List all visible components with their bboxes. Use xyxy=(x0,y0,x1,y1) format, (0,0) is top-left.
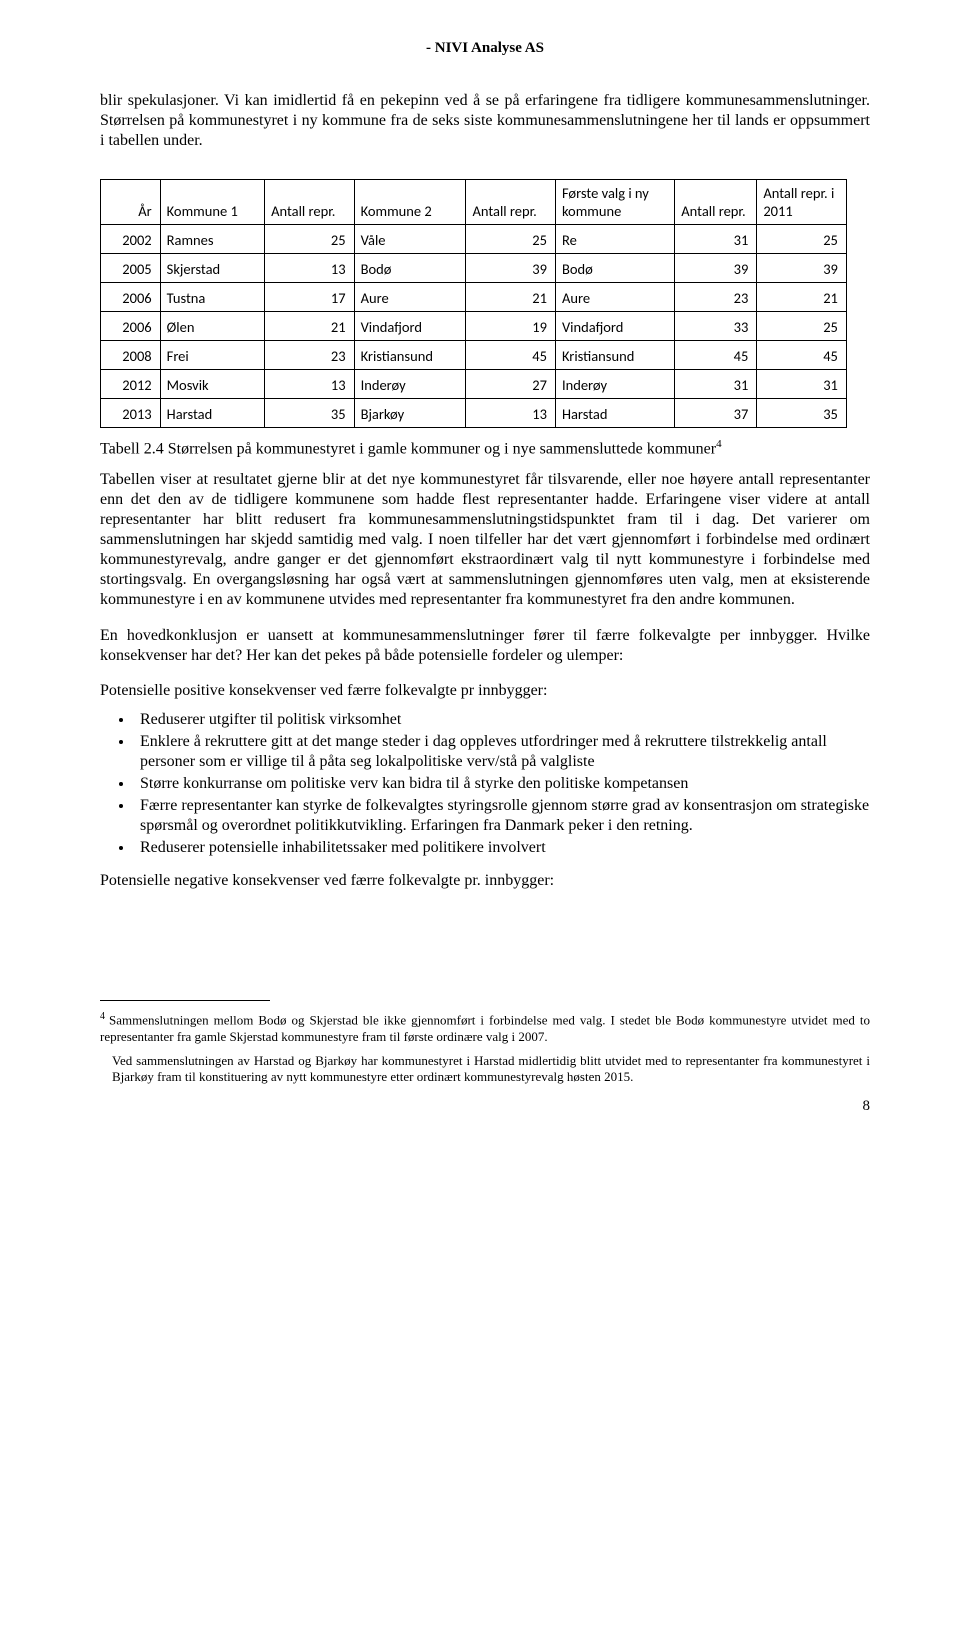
footnote-text-b: Ved sammenslutningen av Harstad og Bjark… xyxy=(112,1053,870,1084)
table-cell: 21 xyxy=(265,312,355,341)
list-item: Større konkurranse om politiske verv kan… xyxy=(134,774,870,794)
table-cell: Ølen xyxy=(160,312,264,341)
table-cell: 25 xyxy=(466,225,556,254)
footnote-separator xyxy=(100,1000,270,1001)
paragraph-2: En hovedkonklusjon er uansett at kommune… xyxy=(100,626,870,666)
caption-text: Tabell 2.4 Størrelsen på kommunestyret i… xyxy=(100,440,716,457)
table-row: 2006Tustna17Aure21Aure2321 xyxy=(101,283,847,312)
table-cell: 19 xyxy=(466,312,556,341)
th-forstevalg: Første valg i ny kommune xyxy=(555,180,674,225)
table-row: 2005Skjerstad13Bodø39Bodø3939 xyxy=(101,254,847,283)
table-cell: 2012 xyxy=(101,370,161,399)
table-cell: 27 xyxy=(466,370,556,399)
table-cell: 21 xyxy=(757,283,847,312)
commune-table: År Kommune 1 Antall repr. Kommune 2 Anta… xyxy=(100,179,847,428)
table-cell: 33 xyxy=(675,312,757,341)
table-cell: 2008 xyxy=(101,341,161,370)
table-cell: Mosvik xyxy=(160,370,264,399)
table-cell: 13 xyxy=(265,370,355,399)
table-cell: Kristiansund xyxy=(354,341,466,370)
table-row: 2002Ramnes25Våle25Re3125 xyxy=(101,225,847,254)
table-cell: Harstad xyxy=(555,399,674,428)
table-row: 2006Ølen21Vindafjord19Vindafjord3325 xyxy=(101,312,847,341)
footnote-number: 4 xyxy=(100,1011,105,1022)
table-cell: 17 xyxy=(265,283,355,312)
table-row: 2013Harstad35Bjarkøy13Harstad3735 xyxy=(101,399,847,428)
table-cell: 25 xyxy=(757,312,847,341)
table-cell: Tustna xyxy=(160,283,264,312)
table-row: 2008Frei23Kristiansund45Kristiansund4545 xyxy=(101,341,847,370)
table-cell: Harstad xyxy=(160,399,264,428)
positive-heading: Potensielle positive konsekvenser ved fæ… xyxy=(100,682,870,700)
table-cell: Kristiansund xyxy=(555,341,674,370)
table-cell: Inderøy xyxy=(354,370,466,399)
page-header: - NIVI Analyse AS xyxy=(100,40,870,57)
table-cell: 35 xyxy=(757,399,847,428)
table-cell: Aure xyxy=(354,283,466,312)
caption-footnote-ref: 4 xyxy=(716,438,722,450)
table-cell: 2006 xyxy=(101,312,161,341)
table-cell: 45 xyxy=(757,341,847,370)
page-number: 8 xyxy=(100,1098,870,1115)
table-cell: 39 xyxy=(675,254,757,283)
table-cell: 21 xyxy=(466,283,556,312)
table-cell: 39 xyxy=(757,254,847,283)
footnote-text-a: Sammenslutningen mellom Bodø og Skjersta… xyxy=(100,1013,870,1044)
table-cell: 39 xyxy=(466,254,556,283)
table-cell: 25 xyxy=(757,225,847,254)
table-cell: 2006 xyxy=(101,283,161,312)
table-cell: 37 xyxy=(675,399,757,428)
table-header-row: År Kommune 1 Antall repr. Kommune 2 Anta… xyxy=(101,180,847,225)
footnote-4b: Ved sammenslutningen av Harstad og Bjark… xyxy=(112,1053,870,1086)
table-row: 2012Mosvik13Inderøy27Inderøy3131 xyxy=(101,370,847,399)
table-cell: Bodø xyxy=(354,254,466,283)
list-item: Færre representanter kan styrke de folke… xyxy=(134,796,870,836)
table-cell: 23 xyxy=(675,283,757,312)
table-cell: 2005 xyxy=(101,254,161,283)
table-cell: Re xyxy=(555,225,674,254)
table-cell: Vindafjord xyxy=(354,312,466,341)
table-cell: 45 xyxy=(466,341,556,370)
th-antall2011: Antall repr. i 2011 xyxy=(757,180,847,225)
table-cell: Aure xyxy=(555,283,674,312)
table-cell: 25 xyxy=(265,225,355,254)
th-antall3: Antall repr. xyxy=(675,180,757,225)
table-cell: 31 xyxy=(675,370,757,399)
table-cell: Inderøy xyxy=(555,370,674,399)
list-item: Enklere å rekruttere gitt at det mange s… xyxy=(134,732,870,772)
table-cell: Vindafjord xyxy=(555,312,674,341)
table-cell: Bodø xyxy=(555,254,674,283)
list-item: Reduserer potensielle inhabilitetssaker … xyxy=(134,838,870,858)
th-antall1: Antall repr. xyxy=(265,180,355,225)
table-cell: 31 xyxy=(757,370,847,399)
table-cell: 35 xyxy=(265,399,355,428)
table-cell: 13 xyxy=(265,254,355,283)
table-cell: 45 xyxy=(675,341,757,370)
th-kommune2: Kommune 2 xyxy=(354,180,466,225)
positive-list: Reduserer utgifter til politisk virksomh… xyxy=(100,710,870,858)
intro-paragraph: blir spekulasjoner. Vi kan imidlertid få… xyxy=(100,91,870,151)
list-item: Reduserer utgifter til politisk virksomh… xyxy=(134,710,870,730)
table-cell: 13 xyxy=(466,399,556,428)
table-cell: 31 xyxy=(675,225,757,254)
table-cell: 2002 xyxy=(101,225,161,254)
table-cell: Skjerstad xyxy=(160,254,264,283)
th-antall2: Antall repr. xyxy=(466,180,556,225)
footnote-4a: 4Sammenslutningen mellom Bodø og Skjerst… xyxy=(100,1011,870,1045)
table-cell: 23 xyxy=(265,341,355,370)
paragraph-1: Tabellen viser at resultatet gjerne blir… xyxy=(100,470,870,610)
th-year: År xyxy=(101,180,161,225)
table-cell: Ramnes xyxy=(160,225,264,254)
table-cell: Bjarkøy xyxy=(354,399,466,428)
table-cell: 2013 xyxy=(101,399,161,428)
th-kommune1: Kommune 1 xyxy=(160,180,264,225)
negative-heading: Potensielle negative konsekvenser ved fæ… xyxy=(100,872,870,890)
table-cell: Frei xyxy=(160,341,264,370)
table-cell: Våle xyxy=(354,225,466,254)
table-caption: Tabell 2.4 Størrelsen på kommunestyret i… xyxy=(100,438,870,458)
